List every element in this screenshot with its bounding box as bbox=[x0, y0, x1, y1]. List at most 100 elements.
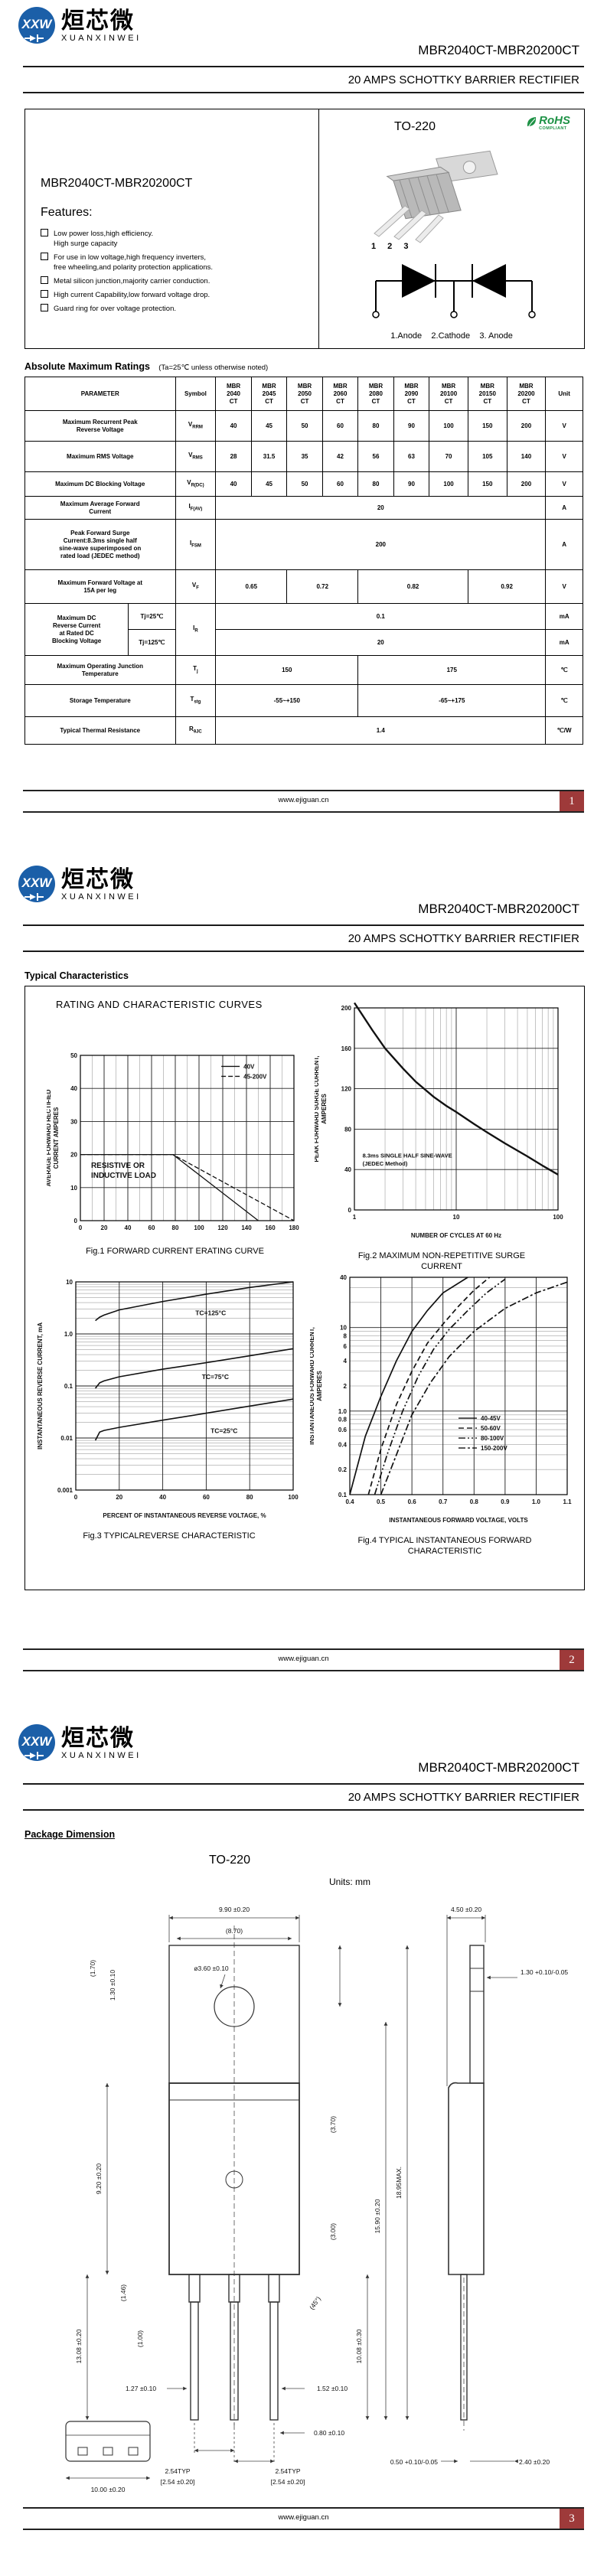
footer-url[interactable]: www.ejiguan.cn bbox=[278, 796, 329, 804]
header-subtitle: 20 AMPS SCHOTTKY BARRIER RECTIFIER bbox=[348, 1791, 579, 1804]
pin-numbers-label: 1 2 3 bbox=[371, 242, 413, 251]
amr-cell: 0.65 bbox=[215, 569, 288, 604]
logo-mark-icon: XXW bbox=[18, 866, 55, 902]
logo-letters: XXW bbox=[21, 1734, 54, 1749]
amr-cell: Peak Forward Surge Current:8.3ms single … bbox=[24, 519, 176, 570]
amr-cell: 42 bbox=[321, 441, 359, 472]
amr-row: Maximum DC Reverse Current at Rated DC B… bbox=[24, 603, 583, 656]
logo-diode-wire-r bbox=[38, 37, 44, 39]
lead-3 bbox=[415, 214, 444, 243]
x-tick-label: 120 bbox=[217, 1224, 228, 1231]
x-tick-label: 1.0 bbox=[532, 1498, 541, 1505]
annotation: TC=25°C bbox=[210, 1427, 237, 1434]
y-tick-label: 30 bbox=[70, 1118, 77, 1125]
amr-cell: 140 bbox=[506, 441, 547, 472]
amr-cell: Tj=25℃ bbox=[128, 603, 176, 630]
header-subtitle: 20 AMPS SCHOTTKY BARRIER RECTIFIER bbox=[348, 932, 579, 945]
y-tick-label: 40 bbox=[340, 1274, 347, 1281]
symbol-subscript: θJC bbox=[193, 729, 202, 735]
x-tick-label: 0 bbox=[79, 1224, 83, 1231]
y-axis-label: INSTANTANEOUS REVERSE CURRENT, mA bbox=[37, 1322, 44, 1449]
amr-cell: V bbox=[545, 569, 583, 604]
x-tick-label: 10 bbox=[453, 1214, 460, 1221]
amr-cell: VRRM bbox=[175, 410, 217, 442]
x-tick-label: 80 bbox=[172, 1224, 179, 1231]
header-rule bbox=[23, 92, 584, 93]
amr-cell: 100 bbox=[429, 471, 468, 497]
lead1-upper bbox=[188, 2274, 201, 2303]
amr-header-cell: MBR 2080 CT bbox=[357, 377, 394, 411]
amr-header-cell: MBR 2060 CT bbox=[321, 377, 359, 411]
rohs-badge: RoHS COMPLIANT bbox=[526, 114, 570, 131]
x-axis-label: INSTANTANEOUS FORWARD VOLTAGE, VOLTS bbox=[389, 1517, 528, 1524]
footer-url[interactable]: www.ejiguan.cn bbox=[278, 2513, 329, 2522]
dim-label: 0.50 +0.10/-0.05 bbox=[390, 2458, 438, 2466]
amr-row: Maximum Recurrent Peak Reverse Voltage VR… bbox=[24, 410, 583, 442]
pad bbox=[128, 2447, 139, 2456]
plot-border bbox=[80, 1055, 295, 1221]
amr-header-row: PARAMETER Symbol MBR 2040 CT MBR 2045 CT MBR… bbox=[24, 377, 583, 411]
feature-text: Metal silicon junction,majority carrier … bbox=[54, 277, 210, 285]
amr-title: Absolute Maximum Ratings bbox=[24, 361, 150, 372]
x-tick-label: 0.4 bbox=[345, 1498, 354, 1505]
dim-label: [2.54 ±0.20] bbox=[161, 2478, 195, 2486]
amr-cell: 1.4 bbox=[215, 716, 547, 745]
amr-cell: V bbox=[545, 471, 583, 497]
y-axis-label: AVERAGE FORWARD RECTIFIEDCURRENT AMPERES bbox=[47, 1089, 60, 1186]
symbol-subscript: F(AV) bbox=[190, 507, 203, 512]
amr-cell: V bbox=[545, 441, 583, 472]
diode-wires bbox=[375, 264, 533, 311]
features-list: Low power loss,high efficiency. High surg… bbox=[41, 229, 308, 318]
feature-item: Low power loss,high efficiency. High surg… bbox=[41, 229, 308, 249]
amr-cell: 60 bbox=[321, 410, 359, 442]
dim-label: 15.90 ±0.20 bbox=[374, 2199, 381, 2233]
amr-cell: 80 bbox=[357, 471, 394, 497]
dim-label: 9.90 ±0.20 bbox=[219, 1906, 250, 1913]
fig1-chart-host: 0 20 40 60 80 100 120 140 160 180 0 10 20 30 40 50 AVERA… bbox=[45, 1046, 303, 1243]
dim-label: (3.00) bbox=[329, 2223, 337, 2240]
x-tick-label: 60 bbox=[203, 1494, 210, 1501]
footprint-outline bbox=[65, 2421, 151, 2462]
side-tab bbox=[469, 1945, 485, 2084]
annotation: TC=125°C bbox=[195, 1309, 226, 1316]
dim-label: (3.70) bbox=[329, 2116, 337, 2133]
x-tick-label: 40 bbox=[125, 1224, 132, 1231]
amr-row: Peak Forward Surge Current:8.3ms single … bbox=[24, 519, 583, 570]
hole-leader bbox=[220, 1974, 226, 1989]
rohs-label: RoHS bbox=[539, 114, 570, 127]
amr-row: Maximum Forward Voltage at 15A per leg VF… bbox=[24, 569, 583, 604]
footer-rule bbox=[23, 790, 584, 791]
symbol-subscript: F bbox=[196, 585, 199, 591]
x-tick-label: 20 bbox=[116, 1494, 122, 1501]
lead1-lower bbox=[190, 2301, 199, 2421]
diode-schematic bbox=[372, 264, 536, 318]
amr-cell: 90 bbox=[393, 410, 430, 442]
dim-label: 13.08 ±0.20 bbox=[75, 2329, 83, 2363]
footer-url[interactable]: www.ejiguan.cn bbox=[278, 1655, 329, 1663]
logo-diode-wire-l bbox=[24, 896, 30, 898]
absolute-maximum-ratings-table: PARAMETER Symbol MBR 2040 CT MBR 2045 CT MBR… bbox=[24, 377, 583, 745]
rohs-text: RoHS COMPLIANT bbox=[539, 114, 570, 131]
amr-header-cell: MBR 20100 CT bbox=[429, 377, 468, 411]
amr-cell: RθJC bbox=[175, 716, 217, 745]
symbol-main: R bbox=[189, 725, 194, 732]
leaf-shape bbox=[527, 117, 537, 126]
package-3d-image: 1 2 3 bbox=[371, 150, 498, 251]
checkbox-icon bbox=[41, 229, 48, 236]
dim-label: 4.50 ±0.20 bbox=[451, 1906, 481, 1913]
x-tick-label: 1 bbox=[353, 1214, 357, 1221]
amr-row: Maximum RMS Voltage VRMS 28 31.5 35 42 56 63 70 1… bbox=[24, 441, 583, 472]
curve-45-200V bbox=[80, 1153, 295, 1221]
symbol-main: T bbox=[193, 664, 197, 672]
amr-row: Maximum DC Blocking Voltage VR(DC) 40 45 50 6… bbox=[24, 471, 583, 497]
amr-cell: A bbox=[545, 519, 583, 570]
x-tick-label: 100 bbox=[288, 1494, 299, 1501]
annotation: 8.3ms SINGLE HALF SINE-WAVE (JEDEC Method… bbox=[363, 1152, 452, 1167]
brand-english: XUANXINWEI bbox=[61, 1750, 142, 1760]
brand-english: XUANXINWEI bbox=[61, 892, 142, 902]
fig3-chart: 0 20 40 60 80 100 10 1.0 0.1 0.01 0.001 INSTANTANEO… bbox=[37, 1279, 299, 1519]
amr-cell: 56 bbox=[357, 441, 394, 472]
symbol-subscript: R(DC) bbox=[191, 483, 204, 488]
amr-header-cell: PARAMETER bbox=[24, 377, 176, 411]
y-tick-label: 0.4 bbox=[338, 1441, 348, 1448]
